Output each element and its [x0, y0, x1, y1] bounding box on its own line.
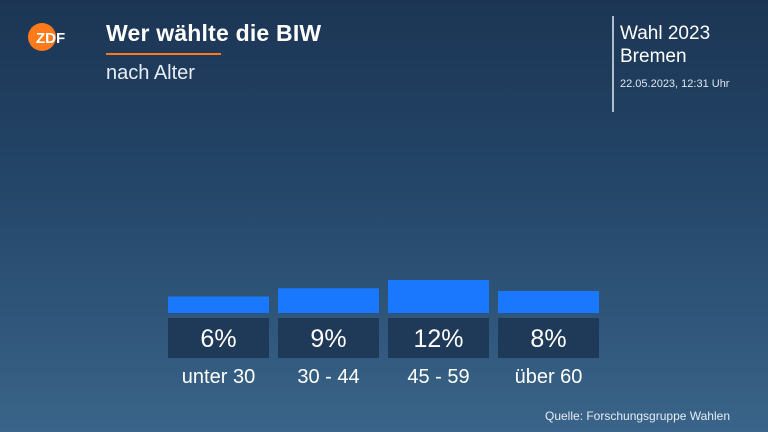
election-name: Wahl 2023	[620, 23, 711, 44]
timestamp: 22.05.2023, 12:31 Uhr	[620, 78, 730, 90]
category-label-3: 45 - 59	[407, 366, 469, 388]
bar-3	[388, 280, 489, 313]
value-label-4: 8%	[530, 325, 566, 353]
value-label-2: 9%	[310, 325, 346, 353]
zdf-logo-circle	[28, 23, 56, 51]
bar-1	[168, 296, 269, 313]
page-title: Wer wählte die BIW	[106, 20, 322, 46]
value-box-3	[388, 318, 489, 358]
value-box-2	[278, 318, 379, 358]
page-subtitle: nach Alter	[106, 62, 195, 84]
zdf-logo-text: ZDF	[36, 30, 65, 47]
value-label-1: 6%	[200, 325, 236, 353]
category-label-1: unter 30	[182, 366, 255, 388]
category-label-2: 30 - 44	[297, 366, 359, 388]
value-box-4	[498, 318, 599, 358]
bar-4	[498, 291, 599, 313]
zdf-logo: ZDF	[28, 23, 65, 51]
election-info: Wahl 2023 Bremen	[620, 22, 710, 68]
source-note: Quelle: Forschungsgruppe Wahlen	[545, 409, 730, 423]
header-divider	[612, 16, 614, 112]
category-label-4: über 60	[515, 366, 583, 388]
value-box-1	[168, 318, 269, 358]
bar-2	[278, 288, 379, 313]
title-underline	[106, 53, 221, 55]
value-label-3: 12%	[413, 325, 463, 353]
election-region: Bremen	[620, 46, 687, 67]
